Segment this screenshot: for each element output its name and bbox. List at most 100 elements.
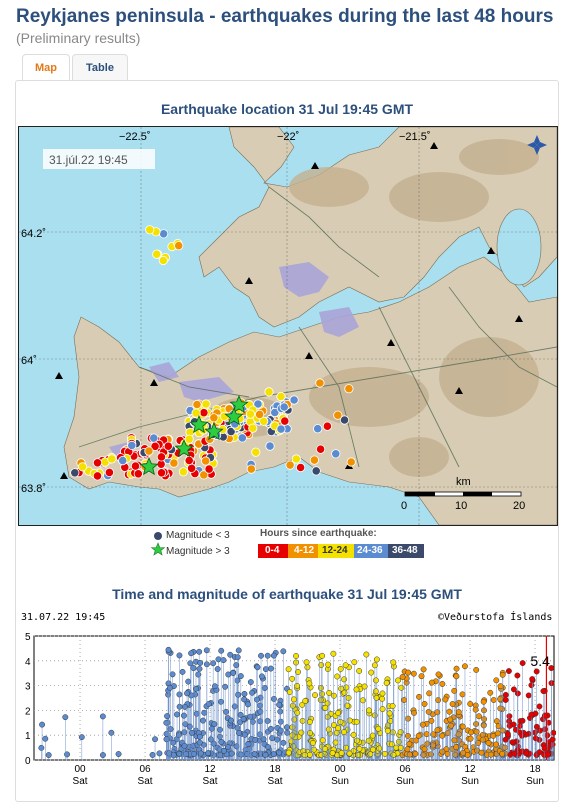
earthquake-dot <box>201 456 211 466</box>
quake-point <box>468 729 474 736</box>
earthquake-dot <box>174 241 184 251</box>
earthquake-dot <box>333 410 343 420</box>
quake-point <box>237 711 244 718</box>
earthquake-dot <box>127 440 137 450</box>
earthquake-dot <box>289 395 299 405</box>
earthquake-dot <box>184 455 194 466</box>
quake-point <box>285 666 292 673</box>
legend-bin-3 <box>354 544 388 558</box>
quake-point <box>415 732 422 739</box>
quake-point <box>390 659 397 666</box>
quake-point <box>488 751 495 758</box>
quake-point <box>318 662 325 668</box>
earthquake-dot <box>276 391 286 402</box>
x-tick-hour: 06 <box>399 764 411 775</box>
quake-point <box>306 718 313 725</box>
tab-table[interactable]: Table <box>72 54 128 81</box>
earthquake-dot <box>152 249 162 259</box>
quake-point <box>473 666 480 673</box>
quake-point <box>166 684 173 691</box>
quake-point <box>181 729 188 736</box>
quake-point <box>200 717 206 724</box>
quake-point <box>293 653 300 659</box>
quake-point <box>228 717 235 724</box>
quake-point <box>379 695 386 702</box>
quake-point <box>525 692 532 699</box>
legend-bin-label-0: 0-4 <box>265 545 280 556</box>
quake-point <box>234 677 241 684</box>
map-title: Earthquake location 31 Jul 19:45 GMT <box>160 101 414 117</box>
quake-point <box>193 710 200 717</box>
earthquake-dot <box>264 387 274 397</box>
earthquake-dot <box>313 424 323 434</box>
quake-point <box>182 703 188 710</box>
quake-point <box>533 752 540 758</box>
quake-point <box>218 647 225 654</box>
quake-point <box>386 710 393 717</box>
x-tick-day: Sun <box>461 776 479 787</box>
quake-point <box>289 675 296 682</box>
quake-point <box>247 713 254 720</box>
y-tick-label: 2 <box>25 706 31 717</box>
quake-point <box>363 651 370 658</box>
quake-point <box>317 685 324 691</box>
y-tick-label: 0 <box>25 756 31 767</box>
quake-point <box>254 696 261 703</box>
quake-point <box>241 696 248 703</box>
quake-point <box>205 701 212 707</box>
quake-point <box>381 750 388 757</box>
earthquake-dot <box>156 452 166 462</box>
earthquake-dot <box>107 454 117 464</box>
quake-point <box>270 751 277 758</box>
earthquake-dot <box>163 441 173 451</box>
tab-map[interactable]: Map <box>22 54 70 82</box>
quake-stems <box>38 646 557 760</box>
quake-point <box>225 671 232 678</box>
quake-point <box>289 732 296 739</box>
quake-point <box>361 683 368 690</box>
earthquake-dot <box>118 455 128 466</box>
quake-point <box>181 742 188 749</box>
quake-point <box>499 750 506 757</box>
x-tick-hour: 18 <box>269 764 281 775</box>
earthquake-dot <box>184 434 194 444</box>
quake-point <box>341 729 347 736</box>
lon-label-3: −21.5˚ <box>399 131 431 143</box>
quake-point <box>258 652 264 659</box>
quake-point <box>185 678 192 685</box>
quake-point <box>197 750 204 757</box>
graticule <box>19 127 557 525</box>
legend-bin-label-4: 36-48 <box>392 545 418 556</box>
lat-label-3: 63.8˚ <box>21 483 46 495</box>
quake-point <box>310 740 316 746</box>
quake-point <box>260 736 267 743</box>
scale-tick-10: 10 <box>455 500 467 512</box>
quake-point <box>399 674 406 680</box>
quake-point <box>341 689 348 696</box>
quake-point <box>497 683 504 690</box>
quake-point <box>304 664 311 671</box>
quake-point <box>322 704 329 711</box>
quake-point <box>245 701 251 708</box>
quake-point <box>164 713 171 720</box>
earthquake-dot <box>291 454 301 464</box>
earthquake-dot <box>156 468 167 478</box>
quake-point <box>401 697 407 703</box>
quake-point <box>511 750 518 757</box>
quake-point <box>298 729 305 736</box>
quake-point <box>460 749 467 756</box>
quake-point <box>299 717 306 724</box>
quake-point <box>233 662 240 669</box>
quake-point <box>330 650 337 657</box>
quake-point <box>294 709 301 716</box>
x-tick-hour: 00 <box>334 764 346 775</box>
earthquake-dot <box>92 471 103 481</box>
quake-point <box>306 680 313 687</box>
x-tick-day: Sun <box>526 776 544 787</box>
earthquake-dot <box>204 464 214 474</box>
quake-point <box>519 732 525 739</box>
earthquake-map[interactable]: 31.júl.22 19:45 −22.5˚ −22˚ −21.5˚ 64.2˚… <box>18 126 558 526</box>
quake-point <box>270 652 277 659</box>
quake-point <box>342 662 349 669</box>
legend-bin-4 <box>388 544 424 558</box>
